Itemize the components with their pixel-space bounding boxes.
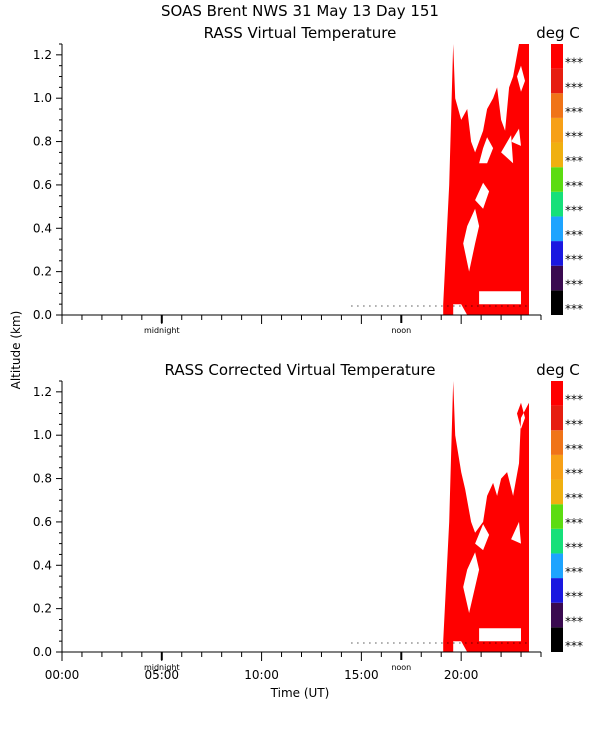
unit-label: deg C: [536, 24, 580, 42]
colorbar-swatch: [551, 68, 563, 94]
data-fill: [443, 44, 529, 315]
y-tick-label: 0.6: [33, 515, 52, 529]
x-tick-label: 05:00: [144, 668, 179, 682]
colorbar-label: ***: [565, 467, 583, 481]
data-fill: [443, 381, 529, 652]
y-tick-label: 0.6: [33, 178, 52, 192]
colorbar-label: ***: [565, 228, 583, 242]
y-tick-label: 0.8: [33, 472, 52, 486]
panel-virtual-temperature: RASS Virtual Temperature deg C 0.0 0.2 0.4…: [33, 24, 583, 335]
colorbar-label: ***: [565, 302, 583, 316]
colorbar-swatch: [551, 405, 563, 431]
colorbar-label: ***: [565, 614, 583, 628]
noon-marker: [400, 315, 403, 323]
y-tick-label: 0.0: [33, 645, 52, 659]
colorbar-label: ***: [565, 590, 583, 604]
y-tick-label: 0.0: [33, 308, 52, 322]
colorbar-swatch: [551, 167, 563, 192]
y-tick-label: 1.0: [33, 91, 52, 105]
colorbar-label: ***: [565, 154, 583, 168]
y-tick-label: 0.4: [33, 221, 52, 235]
colorbar-label: ***: [565, 516, 583, 530]
colorbar-swatch: [551, 216, 563, 242]
colorbar-swatch: [551, 241, 563, 266]
colorbar-label: ***: [565, 639, 583, 653]
y-tick-label: 0.2: [33, 265, 52, 279]
colorbar-label: ***: [565, 277, 583, 291]
colorbar-swatch: [551, 454, 563, 480]
y-tick-label: 0.2: [33, 602, 52, 616]
midnight-marker: [160, 315, 163, 323]
colorbar-label: ***: [565, 105, 583, 119]
y-tick-label: 1.2: [33, 48, 52, 62]
colorbar-swatch: [551, 627, 563, 652]
colorbar-label: ***: [565, 130, 583, 144]
x-tick-label: 00:00: [45, 668, 80, 682]
colorbar-label: ***: [565, 203, 583, 217]
colorbar-swatch: [551, 381, 563, 406]
x-tick-label: 10:00: [244, 668, 279, 682]
colorbar-swatch: [551, 602, 563, 628]
panel-title: RASS Corrected Virtual Temperature: [165, 361, 436, 379]
noon-marker-label: noon: [391, 663, 411, 672]
colorbar-label: ***: [565, 442, 583, 456]
x-tick-label: 15:00: [344, 668, 379, 682]
colorbar-label: ***: [565, 80, 583, 94]
colorbar-swatch: [551, 191, 563, 217]
colorbar-swatch: [551, 578, 563, 603]
y-tick-label: 0.4: [33, 558, 52, 572]
colorbar-label: ***: [565, 417, 583, 431]
panel-corrected-virtual-temperature: RASS Corrected Virtual Temperature deg C…: [33, 361, 583, 682]
page-header: SOAS Brent NWS 31 May 13 Day 151: [161, 2, 439, 20]
y-tick-label: 1.0: [33, 428, 52, 442]
colorbar-swatch: [551, 479, 563, 505]
colorbar-swatch: [551, 528, 563, 554]
colorbar-swatch: [551, 290, 563, 315]
noon-marker-label: noon: [391, 326, 411, 335]
colorbar-swatch: [551, 142, 563, 168]
colorbar-label: ***: [565, 56, 583, 70]
colorbar-swatch: [551, 265, 563, 291]
y-axis-label: Altitude (km): [9, 311, 23, 390]
colorbar-swatch: [551, 553, 563, 579]
x-tick-label: 20:00: [444, 668, 479, 682]
noon-marker: [400, 652, 403, 660]
colorbar-label: ***: [565, 393, 583, 407]
colorbar-label: ***: [565, 491, 583, 505]
colorbar-label: ***: [565, 179, 583, 193]
colorbar-label: ***: [565, 565, 583, 579]
colorbar-label: ***: [565, 253, 583, 267]
y-tick-label: 0.8: [33, 135, 52, 149]
midnight-marker: [160, 652, 163, 660]
midnight-marker-label: midnight: [144, 326, 180, 335]
panel-title: RASS Virtual Temperature: [204, 24, 397, 42]
colorbar-swatch: [551, 93, 563, 118]
y-tick-label: 1.2: [33, 385, 52, 399]
colorbar-label: ***: [565, 540, 583, 554]
colorbar-swatch: [551, 504, 563, 529]
colorbar-swatch: [551, 117, 563, 143]
midnight-marker-label: midnight: [144, 663, 180, 672]
colorbar-swatch: [551, 430, 563, 455]
colorbar-swatch: [551, 44, 563, 69]
x-axis-label: Time (UT): [270, 686, 330, 700]
unit-label: deg C: [536, 361, 580, 379]
